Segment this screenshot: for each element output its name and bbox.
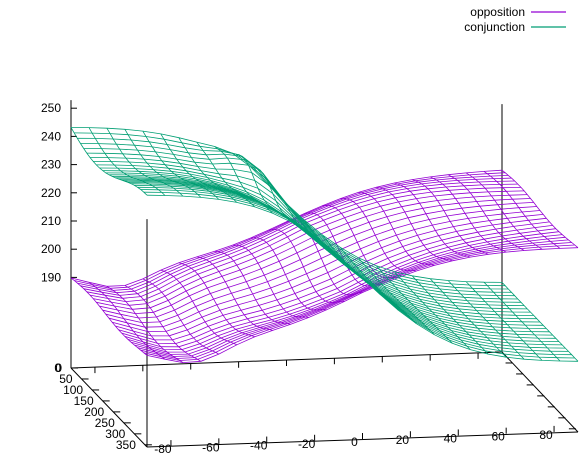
surface-line	[142, 278, 219, 355]
surface-line	[393, 271, 471, 350]
surface-line	[501, 282, 579, 362]
conjunction-surface	[70, 127, 579, 362]
surface-line	[250, 237, 327, 311]
surface-line	[483, 281, 561, 362]
y-tick-label: 200	[84, 405, 104, 419]
surface-line	[124, 285, 202, 362]
surface-line	[322, 205, 399, 279]
z-tick-label: 240	[41, 129, 61, 143]
x-tick-label: 0	[351, 435, 358, 449]
surface-line	[322, 234, 399, 311]
surface-line	[358, 192, 435, 266]
z-tick-label: 220	[41, 186, 61, 200]
y-tick-label: 250	[95, 416, 115, 430]
surface-line	[106, 285, 184, 363]
surface-line	[160, 269, 237, 346]
surface-line	[214, 250, 291, 325]
surface-line	[232, 244, 309, 318]
x-tick-label: -20	[298, 437, 316, 451]
surface-line	[70, 127, 148, 196]
axis-tick-labels: -80 -60 -40 -20 0 20 40 60 800501001502002503003…	[41, 101, 553, 456]
surface-line	[178, 137, 256, 208]
surface-line	[124, 129, 202, 198]
surface-line	[357, 257, 435, 335]
legend-label: conjunction	[464, 20, 525, 34]
x-tick-label: 80	[539, 428, 553, 442]
surface-line	[268, 184, 345, 262]
z-tick-label: 200	[41, 242, 61, 256]
x-tick-label: -80	[154, 442, 172, 456]
z-tick-label: 230	[41, 158, 61, 172]
surface-line	[268, 229, 345, 303]
x-tick-label: 20	[396, 433, 410, 447]
surface-line	[88, 127, 166, 196]
surface-line	[429, 278, 507, 358]
surface-line	[394, 182, 471, 258]
surface-line	[340, 247, 417, 324]
surface-line	[88, 281, 166, 360]
surface-line	[106, 127, 184, 197]
surface-line	[77, 175, 509, 291]
surface-line	[80, 177, 512, 294]
z-tick-label: 210	[41, 214, 61, 228]
y-tick-label: 350	[116, 438, 136, 452]
surface-line	[340, 198, 417, 272]
surface-line	[214, 146, 291, 223]
surface-line	[77, 137, 509, 290]
surface-line	[196, 256, 273, 331]
surface-line	[465, 281, 543, 361]
x-tick-label: 60	[491, 430, 505, 444]
surface-line	[483, 171, 561, 249]
surface-line	[376, 186, 453, 262]
surface-line	[465, 172, 543, 250]
legend-label: opposition	[470, 5, 525, 19]
y-tick-label: 150	[74, 394, 94, 408]
y-tick-label: 100	[63, 383, 83, 397]
surface-line	[411, 275, 489, 355]
z-tick-label: 250	[41, 101, 61, 115]
surface-line	[196, 141, 273, 214]
surface-line	[178, 262, 255, 338]
surface-line	[142, 130, 220, 200]
x-tick-label: -40	[250, 439, 268, 453]
surface-line	[250, 166, 327, 247]
z-tick-label: 190	[41, 270, 61, 284]
x-tick-label: 40	[444, 431, 458, 445]
surface-line	[121, 225, 553, 345]
surface-line	[70, 277, 148, 356]
surface-line	[501, 169, 579, 249]
surface-line	[160, 133, 238, 203]
surface-line	[376, 265, 453, 344]
y-tick-label: 300	[105, 427, 125, 441]
y-tick-label: 0	[55, 361, 62, 375]
y-tick-label: 50	[59, 372, 73, 386]
surface-line	[447, 174, 525, 251]
surface-line	[430, 176, 507, 253]
x-tick-label: -60	[202, 440, 220, 454]
surface-line	[447, 280, 525, 360]
z-floor-label: 0	[54, 361, 61, 375]
surface-line	[412, 179, 489, 255]
